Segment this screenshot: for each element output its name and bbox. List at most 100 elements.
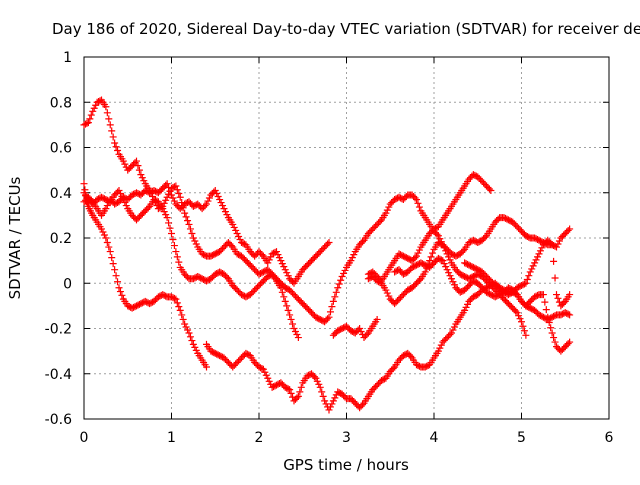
data-point-marker bbox=[341, 266, 349, 274]
data-point-marker bbox=[294, 334, 302, 342]
data-point-marker bbox=[121, 160, 129, 168]
data-point-marker bbox=[86, 115, 94, 123]
data-point-marker bbox=[389, 364, 397, 372]
series-track-9 bbox=[391, 254, 574, 355]
data-point-marker bbox=[175, 190, 183, 198]
data-point-marker bbox=[433, 230, 441, 238]
data-point-marker bbox=[553, 291, 560, 299]
data-point-marker bbox=[275, 254, 283, 262]
data-point-marker bbox=[188, 229, 196, 237]
data-point-marker bbox=[550, 334, 558, 342]
data-point-marker bbox=[363, 331, 371, 339]
data-point-marker bbox=[166, 187, 174, 195]
data-point-marker bbox=[316, 383, 324, 391]
data-point-marker bbox=[555, 237, 563, 245]
data-point-marker bbox=[90, 104, 98, 112]
data-point-marker bbox=[201, 202, 209, 210]
data-point-marker bbox=[321, 397, 329, 405]
data-point-marker bbox=[462, 303, 470, 311]
data-point-marker bbox=[173, 186, 181, 194]
data-point-marker bbox=[170, 294, 178, 302]
data-point-marker bbox=[108, 254, 116, 262]
y-tick-label: 0 bbox=[63, 276, 72, 292]
y-tick-label: -0.4 bbox=[45, 367, 72, 383]
data-point-marker bbox=[135, 166, 143, 174]
data-point-marker bbox=[334, 284, 342, 292]
data-point-marker bbox=[529, 262, 537, 270]
data-point-marker bbox=[230, 223, 238, 231]
data-point-marker bbox=[264, 259, 272, 267]
data-point-marker bbox=[83, 119, 91, 127]
data-point-marker bbox=[318, 388, 326, 396]
data-point-marker bbox=[205, 194, 213, 202]
data-point-marker bbox=[114, 278, 122, 286]
data-point-marker bbox=[144, 204, 152, 212]
data-point-marker bbox=[512, 307, 520, 315]
data-point-marker bbox=[191, 237, 199, 245]
data-point-marker bbox=[227, 242, 235, 250]
data-point-marker bbox=[293, 331, 301, 339]
data-point-marker bbox=[173, 299, 181, 307]
data-point-marker bbox=[133, 157, 140, 165]
data-point-marker bbox=[513, 309, 521, 317]
data-point-marker bbox=[329, 297, 337, 305]
data-point-marker bbox=[184, 217, 192, 225]
data-point-marker bbox=[421, 268, 429, 276]
data-point-marker bbox=[322, 400, 330, 408]
data-point-marker bbox=[329, 397, 337, 405]
x-axis-label: GPS time / hours bbox=[283, 456, 409, 474]
data-point-marker bbox=[189, 234, 197, 242]
data-point-marker bbox=[140, 177, 148, 185]
data-point-marker bbox=[173, 253, 181, 261]
data-point-marker bbox=[326, 308, 334, 316]
data-point-marker bbox=[289, 320, 297, 328]
data-point-marker bbox=[547, 324, 555, 332]
data-point-marker bbox=[261, 368, 269, 376]
data-point-marker bbox=[203, 363, 210, 371]
series-track-6 bbox=[329, 315, 381, 342]
data-point-marker bbox=[348, 254, 356, 262]
data-point-marker bbox=[80, 180, 88, 188]
data-point-marker bbox=[427, 253, 435, 261]
data-point-marker bbox=[181, 320, 189, 328]
data-point-marker bbox=[315, 380, 323, 388]
data-point-marker bbox=[445, 269, 453, 277]
data-point-marker bbox=[531, 259, 539, 267]
data-point-marker bbox=[176, 193, 184, 201]
data-point-marker bbox=[443, 266, 451, 274]
data-point-marker bbox=[165, 219, 173, 227]
data-point-marker bbox=[170, 242, 178, 250]
data-point-marker bbox=[338, 272, 346, 280]
data-point-marker bbox=[235, 232, 243, 240]
data-point-marker bbox=[281, 266, 289, 274]
data-point-marker bbox=[383, 289, 391, 297]
axis-ticks: 0 1 2 3 4 5 6 -0.6 -0.4 -0.2 0 0.2 0.4 0.6 0.8 1 bbox=[45, 50, 614, 446]
data-point-marker bbox=[560, 299, 568, 307]
data-point-marker bbox=[105, 115, 113, 123]
data-point-marker bbox=[566, 311, 574, 319]
data-point-marker bbox=[464, 300, 472, 308]
data-point-marker bbox=[448, 329, 455, 337]
data-point-marker bbox=[134, 162, 142, 170]
data-point-marker bbox=[102, 234, 110, 242]
data-point-marker bbox=[376, 217, 384, 225]
data-point-marker bbox=[274, 251, 282, 259]
data-point-marker bbox=[168, 191, 175, 199]
data-point-marker bbox=[179, 315, 187, 323]
y-axis-label: SDTVAR / TECUs bbox=[6, 176, 24, 299]
data-point-marker bbox=[544, 313, 552, 321]
data-point-marker bbox=[411, 254, 419, 262]
data-point-marker bbox=[111, 266, 119, 274]
data-point-marker bbox=[185, 220, 193, 228]
data-point-marker bbox=[176, 306, 184, 314]
data-point-marker bbox=[448, 275, 455, 283]
data-point-marker bbox=[114, 147, 122, 155]
x-tick-label: 6 bbox=[605, 430, 614, 446]
data-point-marker bbox=[192, 240, 200, 248]
data-point-marker bbox=[186, 225, 194, 233]
data-point-marker bbox=[102, 103, 110, 111]
data-point-marker bbox=[461, 306, 469, 314]
data-point-marker bbox=[347, 257, 355, 265]
data-point-marker bbox=[178, 311, 186, 319]
series-track-4 bbox=[80, 186, 530, 339]
